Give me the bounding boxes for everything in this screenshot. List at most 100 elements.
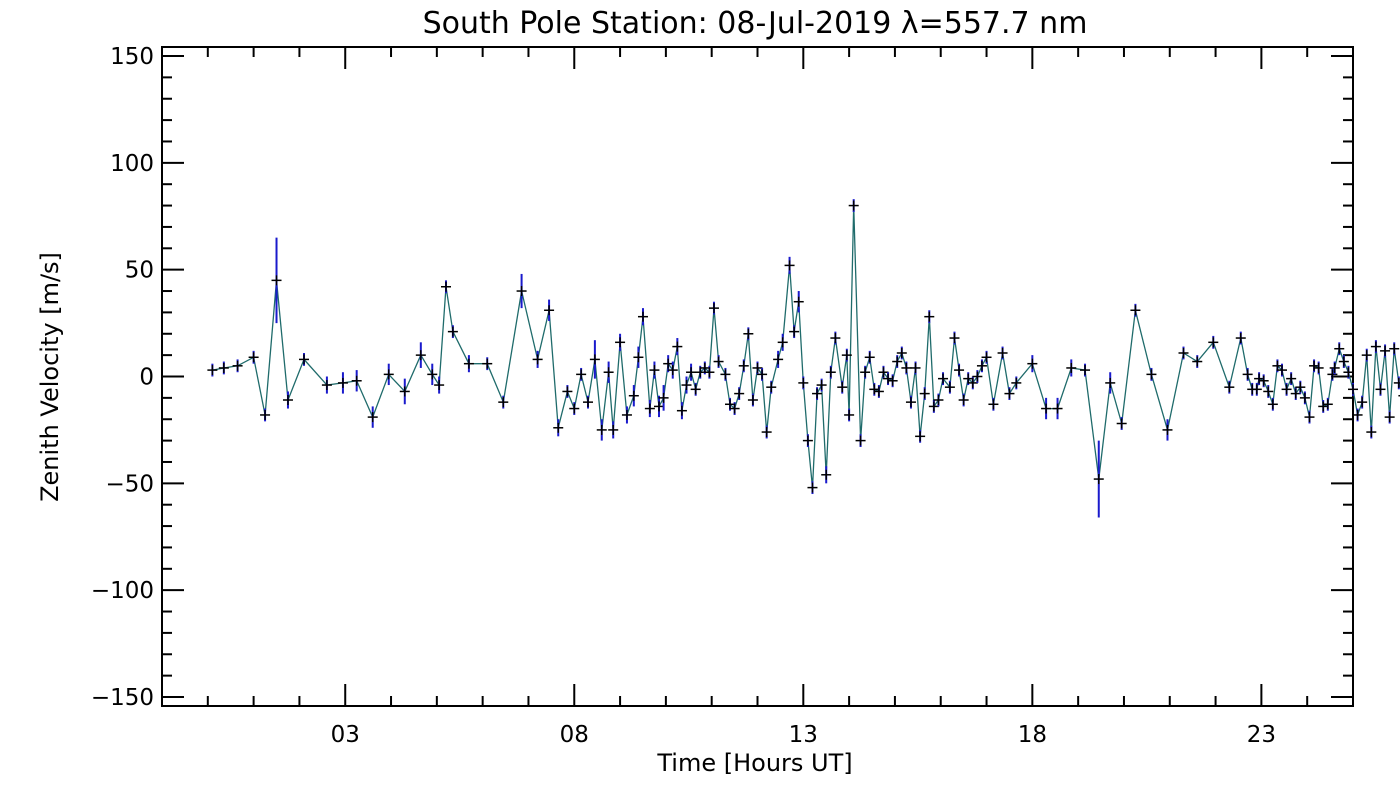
data-point	[752, 362, 763, 373]
data-point	[1393, 377, 1400, 388]
data-point	[658, 392, 669, 403]
data-point	[1318, 401, 1329, 412]
data-point	[576, 369, 587, 380]
data-point	[1299, 392, 1310, 403]
data-point	[892, 356, 903, 367]
data-point	[1116, 418, 1127, 429]
data-point	[463, 358, 474, 369]
data-point	[637, 311, 648, 322]
data-point	[1290, 388, 1301, 399]
data-point	[1254, 373, 1265, 384]
data-point	[351, 375, 362, 386]
data-point	[562, 386, 573, 397]
data-point	[603, 367, 614, 378]
data-point	[972, 371, 983, 382]
y-axis-title: Zenith Velocity [m/s]	[36, 252, 64, 502]
data-point	[1162, 424, 1173, 435]
y-tick-label: −100	[91, 578, 154, 604]
data-point	[596, 424, 607, 435]
data-point	[1366, 427, 1377, 438]
data-point	[1146, 369, 1157, 380]
data-point	[583, 397, 594, 408]
data-point	[915, 431, 926, 442]
data-point	[864, 352, 875, 363]
y-tick-label: −150	[91, 685, 154, 711]
data-point	[1027, 358, 1038, 369]
data-point	[734, 388, 745, 399]
data-point	[1334, 343, 1345, 354]
data-point	[901, 362, 912, 373]
data-point	[1130, 305, 1141, 316]
data-point	[1251, 384, 1262, 395]
data-point	[1267, 399, 1278, 410]
data-point	[855, 435, 866, 446]
data-point	[997, 347, 1008, 358]
data-point	[1343, 367, 1354, 378]
data-point	[802, 435, 813, 446]
data-point	[807, 482, 818, 493]
data-point	[337, 377, 348, 388]
data-point	[1093, 474, 1104, 485]
data-point	[910, 362, 921, 373]
data-point	[887, 375, 898, 386]
data-point	[1258, 375, 1269, 386]
data-point	[628, 390, 639, 401]
data-point	[608, 424, 619, 435]
data-point	[672, 341, 683, 352]
data-point	[967, 377, 978, 388]
data-point	[447, 326, 458, 337]
data-point	[704, 367, 715, 378]
data-point	[553, 422, 564, 433]
data-point	[1309, 360, 1320, 371]
data-point	[427, 369, 438, 380]
data-point	[1389, 343, 1400, 354]
x-tick-label: 23	[1247, 722, 1276, 748]
data-point	[1105, 377, 1116, 388]
data-point	[830, 333, 841, 344]
data-point	[271, 275, 282, 286]
data-point	[441, 281, 452, 292]
data-point	[793, 296, 804, 307]
data-point	[949, 333, 960, 344]
data-point	[844, 409, 855, 420]
y-tick-label: 100	[110, 151, 154, 177]
data-point	[415, 350, 426, 361]
data-point	[207, 365, 218, 376]
data-point	[1208, 337, 1219, 348]
data-point	[218, 362, 229, 373]
data-point	[825, 367, 836, 378]
data-point	[821, 469, 832, 480]
data-point	[1263, 386, 1274, 397]
data-point	[1313, 362, 1324, 373]
data-point	[260, 409, 271, 420]
x-tick-label: 03	[331, 722, 360, 748]
data-point	[816, 380, 827, 391]
data-point	[399, 386, 410, 397]
data-point	[812, 388, 823, 399]
x-tick-label: 13	[789, 722, 818, 748]
data-point	[1361, 350, 1372, 361]
data-point	[1178, 347, 1189, 358]
data-point	[1041, 403, 1052, 414]
data-point	[1380, 345, 1391, 356]
data-point	[1281, 384, 1292, 395]
data-point	[848, 200, 859, 211]
data-point	[784, 260, 795, 271]
data-point	[615, 337, 626, 348]
data-point	[928, 401, 939, 412]
data-point	[1295, 382, 1306, 393]
data-point	[933, 395, 944, 406]
data-point	[938, 373, 949, 384]
data-point	[589, 354, 600, 365]
data-point	[958, 395, 969, 406]
data-point	[924, 311, 935, 322]
data-point	[757, 369, 768, 380]
data-point	[1357, 397, 1368, 408]
data-point	[738, 360, 749, 371]
data-point	[1375, 384, 1386, 395]
data-point	[649, 365, 660, 376]
data-point	[896, 347, 907, 358]
data-point	[663, 358, 674, 369]
y-tick-label: 50	[125, 258, 154, 284]
